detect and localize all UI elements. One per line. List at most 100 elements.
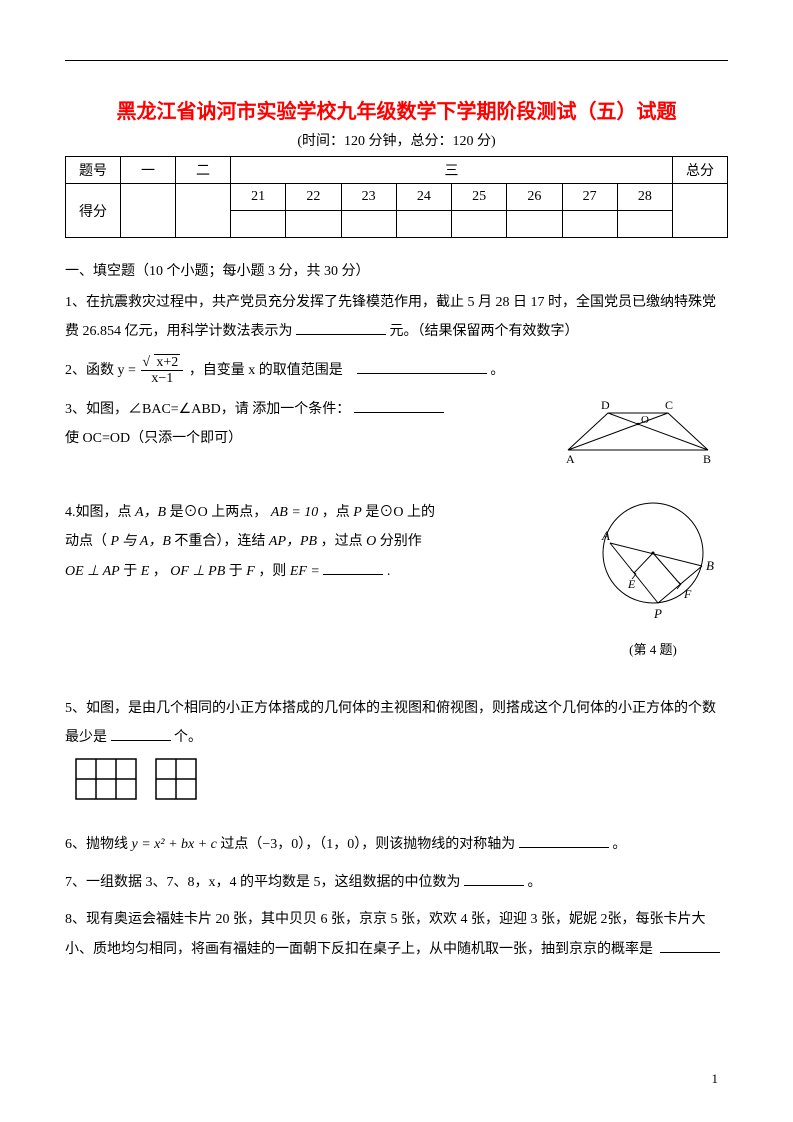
cell: 一 xyxy=(121,157,176,184)
cell xyxy=(396,211,451,238)
q3-figure: A B D C O xyxy=(548,395,728,476)
fraction: x+2 x−1 xyxy=(141,355,183,387)
q4-caption: (第 4 题) xyxy=(578,636,728,663)
label-o: O xyxy=(641,414,649,426)
cell: 22 xyxy=(286,184,341,211)
t: A，B xyxy=(135,505,166,520)
q7-end: 。 xyxy=(528,875,542,890)
t: ，则 xyxy=(258,564,286,579)
cell xyxy=(231,211,286,238)
cell: 27 xyxy=(562,184,617,211)
table-row: 题号 一 二 三 总分 xyxy=(66,157,728,184)
label-b: B xyxy=(703,452,711,465)
label-d: D xyxy=(601,398,610,412)
top-rule xyxy=(65,60,728,61)
q3-line2: 使 OC=OD（只添一个即可） xyxy=(65,431,242,446)
cell: 21 xyxy=(231,184,286,211)
t: ， xyxy=(153,564,167,579)
q6-expr: y = x² + bx + c xyxy=(132,837,217,852)
svg-text:B: B xyxy=(706,558,714,573)
t: O xyxy=(366,534,376,549)
cell: 24 xyxy=(396,184,451,211)
question-1: 1、在抗震救灾过程中，共产党员充分发挥了先锋模范作用，截止 5 月 28 日 1… xyxy=(65,288,728,347)
label-c: C xyxy=(665,398,673,412)
cell xyxy=(341,211,396,238)
q3-line1: 3、如图，∠BAC=∠ABD，请 添加一个条件： xyxy=(65,402,350,417)
subtitle: (时间：120 分钟，总分：120 分) xyxy=(65,130,728,150)
q1-suffix: 元。（结果保留两个有效数字） xyxy=(390,324,579,339)
cell xyxy=(562,211,617,238)
blank xyxy=(296,320,386,335)
t: OE ⊥ AP xyxy=(65,564,120,579)
question-6: 6、抛物线 y = x² + bx + c 过点（−3，0），（1，0），则该抛… xyxy=(65,830,728,859)
cell: 28 xyxy=(617,184,672,211)
q2-end: 。 xyxy=(490,363,504,378)
q5-suffix: 个。 xyxy=(174,730,202,745)
denominator: x−1 xyxy=(141,371,183,386)
question-4: A B E F P (第 4 题) 4.如图，点 A，B 是⊙O 上两点， AB… xyxy=(65,498,728,664)
cell xyxy=(507,211,562,238)
t: 是⊙O 上两点， xyxy=(170,505,268,520)
cell xyxy=(452,211,507,238)
svg-text:F: F xyxy=(683,587,692,601)
cell: 题号 xyxy=(66,157,121,184)
t: P 与 A，B xyxy=(111,534,171,549)
cell: 得分 xyxy=(66,184,121,238)
cell: 23 xyxy=(341,184,396,211)
blank xyxy=(464,871,524,886)
cell xyxy=(617,211,672,238)
question-2: 2、函数 y = x+2 x−1 ，自变量 x 的取值范围是 。 xyxy=(65,355,728,387)
cell: 25 xyxy=(452,184,507,211)
table-row: 得分 21 22 23 24 25 26 27 28 xyxy=(66,184,728,211)
grid-3x2-icon xyxy=(75,758,137,820)
q7-text: 7、一组数据 3、7、8，x，4 的平均数是 5，这组数据的中位数为 xyxy=(65,875,461,890)
label-a: A xyxy=(566,452,575,465)
cell: 三 xyxy=(231,157,673,184)
numerator: x+2 xyxy=(141,355,183,371)
t: 于 xyxy=(229,564,243,579)
trapezoid-icon: A B D C O xyxy=(548,395,728,465)
t: AB = 10 xyxy=(271,505,319,520)
q6-mid: 过点（−3，0），（1，0），则该抛物线的对称轴为 xyxy=(220,837,515,852)
document-title: 黑龙江省讷河市实验学校九年级数学下学期阶段测试（五）试题 xyxy=(65,95,728,124)
blank xyxy=(519,833,609,848)
t: E xyxy=(141,564,150,579)
q2-label: 2、函数 xyxy=(65,363,114,378)
svg-text:A: A xyxy=(601,528,610,543)
t: ，过点 xyxy=(321,534,363,549)
t: 分别作 xyxy=(380,534,422,549)
q2-rest: ，自变量 x 的取值范围是 xyxy=(189,363,343,378)
q2-yeq: y = xyxy=(118,363,136,378)
q5-figures xyxy=(75,758,728,820)
section-heading: 一、填空题（10 个小题；每小题 3 分，共 30 分） xyxy=(65,260,728,280)
t: 不重合），连结 xyxy=(174,534,265,549)
grid-2x2-icon xyxy=(155,758,197,820)
t: OF ⊥ PB xyxy=(170,564,225,579)
t: 于 xyxy=(123,564,137,579)
question-5: 5、如图，是由几个相同的小正方体搭成的几何体的主视图和俯视图，则搭成这个几何体的… xyxy=(65,694,728,821)
t: EF = xyxy=(290,564,320,579)
blank xyxy=(354,398,444,413)
cell xyxy=(673,184,728,238)
page-number: 1 xyxy=(712,1071,719,1087)
question-8: 8、现有奥运会福娃卡片 20 张，其中贝贝 6 张，京京 5 张，欢欢 4 张，… xyxy=(65,905,728,964)
cell xyxy=(121,184,176,238)
page: 黑龙江省讷河市实验学校九年级数学下学期阶段测试（五）试题 (时间：120 分钟，… xyxy=(0,0,793,1122)
blank xyxy=(660,938,720,953)
t: AP，PB xyxy=(269,534,317,549)
q6-prefix: 6、抛物线 xyxy=(65,837,132,852)
cell: 总分 xyxy=(673,157,728,184)
cell xyxy=(286,211,341,238)
blank xyxy=(323,560,383,575)
sqrt-icon: x+2 xyxy=(144,355,180,370)
score-table: 题号 一 二 三 总分 得分 21 22 23 24 25 26 27 28 xyxy=(65,156,728,238)
radicand: x+2 xyxy=(154,354,180,370)
q6-end: 。 xyxy=(612,837,626,852)
blank xyxy=(111,726,171,741)
t: 动点（ xyxy=(65,534,107,549)
t: ，点 xyxy=(322,505,350,520)
cell: 26 xyxy=(507,184,562,211)
circle-diagram-icon: A B E F P xyxy=(578,498,728,623)
blank xyxy=(357,359,487,374)
svg-text:P: P xyxy=(653,606,662,621)
